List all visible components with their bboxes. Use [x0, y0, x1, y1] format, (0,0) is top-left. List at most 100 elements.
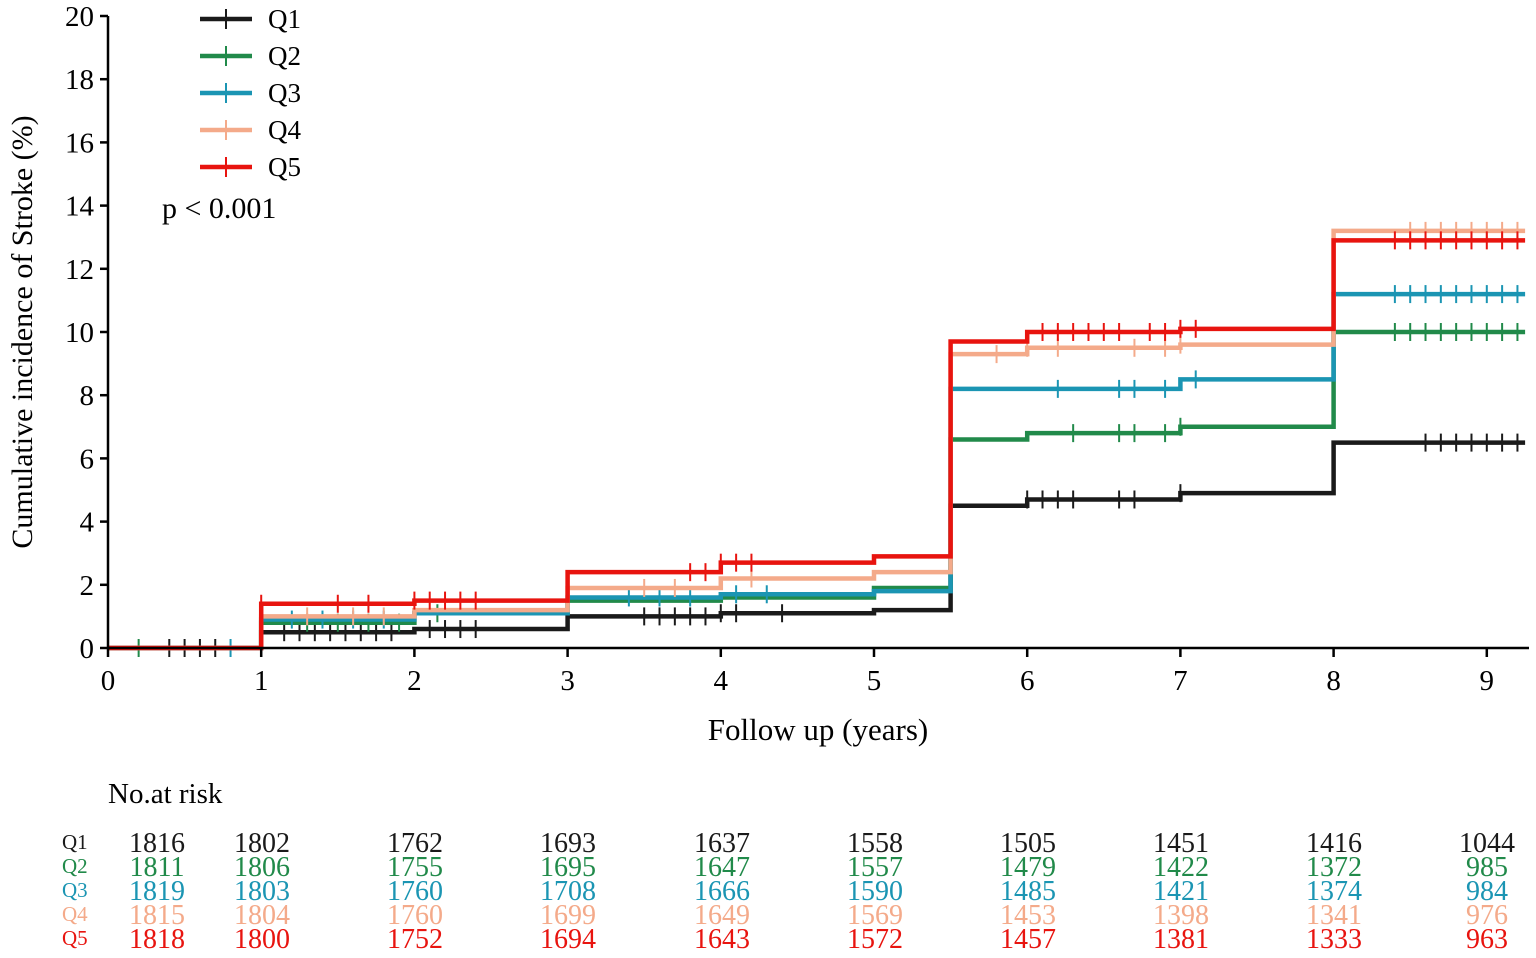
risk-value-q2-t2: 1755	[387, 852, 443, 883]
risk-value-q1-t7: 1451	[1153, 828, 1209, 859]
x-tick-label-2: 2	[407, 665, 422, 697]
y-tick-label-16: 16	[65, 127, 94, 159]
risk-value-q1-t4: 1637	[694, 828, 750, 859]
risk-value-q4-t2: 1760	[387, 900, 443, 931]
y-tick-label-2: 2	[80, 570, 95, 602]
y-tick-label-10: 10	[65, 317, 94, 349]
series-line-q5	[108, 238, 1526, 651]
x-tick-label-7: 7	[1173, 665, 1188, 697]
risk-value-q2-t7: 1422	[1153, 852, 1209, 883]
x-tick-label-1: 1	[254, 665, 269, 697]
y-tick-label-0: 0	[80, 633, 95, 665]
risk-value-q4-t9: 976	[1466, 900, 1508, 931]
risk-row-label-q5: Q5	[62, 926, 88, 950]
y-tick-label-6: 6	[80, 443, 95, 475]
x-tick-label-5: 5	[867, 665, 882, 697]
legend-label-q2: Q2	[268, 41, 301, 71]
risk-value-q4-t6: 1453	[1000, 900, 1056, 931]
risk-value-q4-t1: 1804	[234, 900, 290, 931]
risk-value-q5-t6: 1457	[1000, 924, 1056, 955]
risk-value-q1-t3: 1693	[540, 828, 596, 859]
series-q2	[108, 323, 1526, 657]
y-tick-label-20: 20	[65, 1, 94, 33]
series-q1	[108, 433, 1526, 657]
risk-value-q2-t4: 1647	[694, 852, 750, 883]
series-line-q3	[108, 291, 1526, 651]
risk-value-q1-t2: 1762	[387, 828, 443, 859]
risk-value-q3-t8: 1374	[1306, 876, 1362, 907]
risk-value-q2-t1: 1806	[234, 852, 290, 883]
y-ticks: 0 2 4 6 8 10 12 14 16 18 20	[65, 1, 108, 665]
y-tick-label-4: 4	[80, 507, 95, 539]
risk-value-q1-t5: 1558	[847, 828, 903, 859]
risk-row-label-q3: Q3	[62, 878, 88, 902]
x-tick-label-9: 9	[1480, 665, 1495, 697]
risk-row-label-q4: Q4	[62, 902, 88, 926]
risk-value-q4-t8: 1341	[1306, 900, 1362, 931]
series-q4	[108, 221, 1526, 651]
y-tick-label-8: 8	[80, 380, 95, 412]
x-tick-label-3: 3	[560, 665, 575, 697]
risk-row-label-q1: Q1	[62, 830, 88, 854]
series-q3	[108, 285, 1526, 657]
risk-value-q4-t3: 1699	[540, 900, 596, 931]
y-tick-label-12: 12	[65, 254, 94, 286]
risk-value-q2-t5: 1557	[847, 852, 903, 883]
p-value-annotation: p < 0.001	[162, 192, 276, 225]
x-tick-label-0: 0	[101, 665, 116, 697]
risk-value-q5-t2: 1752	[387, 924, 443, 955]
risk-value-q5-t7: 1381	[1153, 924, 1209, 955]
risk-value-q3-t1: 1803	[234, 876, 290, 907]
x-ticks: 0 1 2 3 4 5 6 7 8 9	[101, 648, 1494, 697]
risk-value-q4-t4: 1649	[694, 900, 750, 931]
axes	[106, 16, 1529, 650]
risk-table-title: No.at risk	[108, 778, 223, 810]
risk-value-q2-t0: 1811	[130, 852, 185, 883]
risk-value-q3-t3: 1708	[540, 876, 596, 907]
risk-value-q3-t6: 1485	[1000, 876, 1056, 907]
x-axis-label: Follow up (years)	[708, 712, 928, 747]
risk-value-q5-t3: 1694	[540, 924, 596, 955]
risk-value-q5-t0: 1818	[129, 924, 185, 955]
risk-table: Q1 1816 1802 1762 1693 1637 1558 1505 1451 1416 10…	[62, 828, 1515, 955]
risk-value-q5-t8: 1333	[1306, 924, 1362, 955]
legend-label-q1: Q1	[268, 4, 301, 34]
y-tick-label-14: 14	[65, 191, 95, 223]
risk-value-q5-t1: 1800	[234, 924, 290, 955]
series-line-q4	[108, 228, 1526, 651]
y-axis-label: Cumulative incidence of Stroke (%)	[6, 115, 39, 548]
risk-value-q3-t2: 1760	[387, 876, 443, 907]
risk-value-q1-t8: 1416	[1306, 828, 1362, 859]
series-q5	[108, 231, 1526, 651]
risk-value-q3-t4: 1666	[694, 876, 750, 907]
risk-value-q5-t9: 963	[1466, 924, 1508, 955]
legend-label-q5: Q5	[268, 152, 301, 182]
risk-value-q2-t9: 985	[1466, 852, 1508, 883]
legend: Q1 Q2 Q3 Q4 Q5	[200, 4, 301, 182]
legend-label-q4: Q4	[268, 115, 301, 145]
x-tick-label-6: 6	[1020, 665, 1035, 697]
risk-value-q3-t7: 1421	[1153, 876, 1209, 907]
risk-value-q2-t6: 1479	[1000, 852, 1056, 883]
risk-value-q2-t8: 1372	[1306, 852, 1362, 883]
risk-value-q2-t3: 1695	[540, 852, 596, 883]
series-lines	[108, 221, 1526, 657]
legend-label-q3: Q3	[268, 78, 301, 108]
y-tick-label-18: 18	[65, 64, 94, 96]
risk-value-q1-t6: 1505	[1000, 828, 1056, 859]
risk-value-q4-t7: 1398	[1153, 900, 1209, 931]
risk-value-q4-t5: 1569	[847, 900, 903, 931]
risk-value-q5-t4: 1643	[694, 924, 750, 955]
x-tick-label-4: 4	[714, 665, 729, 697]
risk-row-label-q2: Q2	[62, 854, 88, 878]
risk-value-q3-t5: 1590	[847, 876, 903, 907]
risk-value-q5-t5: 1572	[847, 924, 903, 955]
risk-value-q1-t1: 1802	[234, 828, 290, 859]
risk-value-q1-t9: 1044	[1459, 828, 1515, 859]
risk-value-q3-t9: 984	[1466, 876, 1508, 907]
risk-value-q1-t0: 1816	[129, 828, 185, 859]
risk-value-q4-t0: 1815	[129, 900, 185, 931]
risk-value-q3-t0: 1819	[129, 876, 185, 907]
x-tick-label-8: 8	[1326, 665, 1341, 697]
